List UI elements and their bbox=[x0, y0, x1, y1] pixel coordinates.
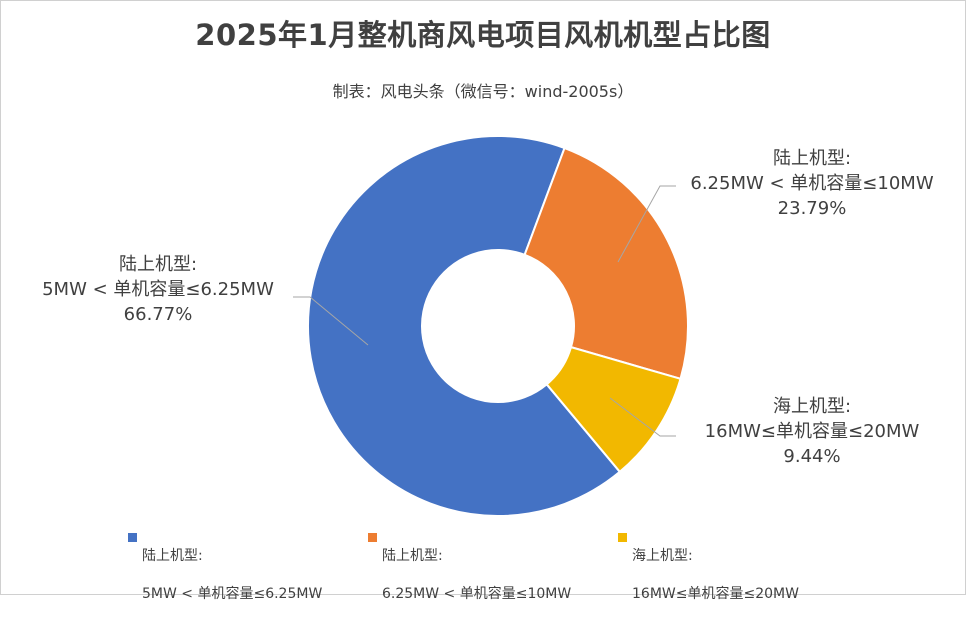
legend-item-offshore-16-20: 海上机型: 16MW≤单机容量≤20MW bbox=[618, 528, 799, 623]
legend-item-onshore-5-625: 陆上机型: 5MW < 单机容量≤6.25MW bbox=[128, 528, 322, 623]
data-label-category-onshore-5-625: 陆上机型: bbox=[119, 254, 197, 275]
slice-onshore-625-10 bbox=[523, 146, 689, 381]
legend-swatch-offshore-16-20 bbox=[618, 533, 627, 542]
data-label-value-offshore-16-20: 9.44% bbox=[783, 446, 840, 467]
data-label-range-onshore-5-625: 5MW < 单机容量≤6.25MW bbox=[42, 279, 274, 300]
leader-line-onshore-5-625 bbox=[293, 296, 369, 346]
leader-line-offshore-16-20 bbox=[609, 397, 676, 437]
data-label-value-onshore-5-625: 66.77% bbox=[124, 304, 193, 325]
slice-onshore-5-625 bbox=[307, 135, 622, 517]
chart-subtitle: 制表：风电头条（微信号：wind-2005s） bbox=[332, 82, 634, 101]
legend-category: 陆上机型: bbox=[382, 548, 443, 564]
legend-swatch-onshore-625-10 bbox=[368, 533, 377, 542]
legend-item-onshore-625-10: 陆上机型: 6.25MW < 单机容量≤10MW bbox=[368, 528, 571, 623]
legend: 陆上机型: 5MW < 单机容量≤6.25MW 陆上机型: 6.25MW < 单… bbox=[0, 528, 966, 602]
chart-title: 2025年1月整机商风电项目风机机型占比图 bbox=[195, 18, 771, 52]
donut-chart: 陆上机型: 5MW < 单机容量≤6.25MW 66.77% 陆上机型: 6.25MW … bbox=[42, 135, 934, 517]
leader-line-onshore-625-10 bbox=[617, 185, 676, 263]
data-label-range-offshore-16-20: 16MW≤单机容量≤20MW bbox=[705, 421, 920, 442]
legend-swatch-onshore-5-625 bbox=[128, 533, 137, 542]
legend-category: 陆上机型: bbox=[142, 548, 203, 564]
data-label-value-onshore-625-10: 23.79% bbox=[778, 198, 847, 219]
data-label-category-offshore-16-20: 海上机型: bbox=[773, 396, 851, 417]
data-label-category-onshore-625-10: 陆上机型: bbox=[773, 148, 851, 169]
legend-category: 海上机型: bbox=[632, 548, 693, 564]
slice-offshore-16-20 bbox=[545, 345, 682, 474]
data-label-range-onshore-625-10: 6.25MW < 单机容量≤10MW bbox=[690, 173, 933, 194]
